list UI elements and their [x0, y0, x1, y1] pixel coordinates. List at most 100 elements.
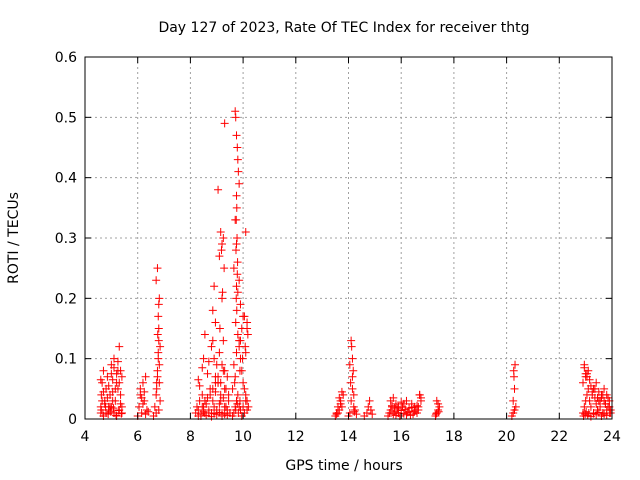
data-point — [604, 393, 613, 402]
data-point — [345, 408, 354, 417]
data-point — [349, 390, 358, 399]
data-point — [154, 336, 163, 345]
data-point — [335, 393, 344, 402]
data-point — [152, 390, 161, 399]
y-tick-label: 0.2 — [55, 291, 77, 307]
data-point — [509, 396, 518, 405]
data-point — [203, 369, 212, 378]
data-point — [235, 276, 244, 285]
data-point — [235, 366, 244, 375]
data-point — [210, 282, 219, 291]
data-point — [214, 378, 223, 387]
data-point — [347, 396, 356, 405]
data-point — [231, 113, 240, 122]
data-point — [332, 410, 341, 419]
data-point — [200, 330, 209, 339]
data-point — [229, 264, 238, 273]
data-point — [598, 390, 607, 399]
data-point — [153, 330, 162, 339]
data-point — [199, 354, 208, 363]
data-point — [144, 407, 153, 416]
data-point — [154, 324, 163, 333]
data-point — [347, 342, 356, 351]
data-points — [96, 107, 615, 421]
data-point — [434, 407, 443, 416]
data-point — [198, 363, 207, 372]
data-point — [113, 384, 122, 393]
data-point — [115, 378, 124, 387]
data-point — [138, 399, 147, 408]
data-point — [600, 384, 609, 393]
data-point — [96, 375, 105, 384]
y-tick-label: 0.1 — [55, 352, 77, 368]
data-point — [220, 384, 229, 393]
data-point — [211, 318, 220, 327]
data-point — [154, 300, 163, 309]
data-point — [233, 288, 242, 297]
data-point — [233, 258, 242, 267]
y-tick-label: 0.4 — [55, 171, 77, 187]
data-point — [241, 390, 250, 399]
x-tick-label: 10 — [234, 429, 252, 445]
data-point — [219, 336, 228, 345]
data-point — [214, 185, 223, 194]
data-point — [108, 387, 117, 396]
y-tick-label: 0.6 — [55, 50, 77, 66]
data-point — [153, 264, 162, 273]
data-point — [601, 399, 610, 408]
data-point — [333, 408, 342, 417]
data-point — [218, 240, 227, 249]
data-point — [215, 348, 224, 357]
data-point — [233, 234, 242, 242]
data-point — [239, 378, 248, 387]
data-point — [223, 372, 232, 381]
x-axis-label: GPS time / hours — [285, 458, 402, 474]
chart-title: Day 127 of 2023, Rate Of TEC Index for r… — [158, 20, 529, 36]
data-point — [348, 372, 357, 381]
data-point — [224, 390, 233, 399]
data-point — [511, 360, 520, 369]
data-point — [113, 357, 122, 366]
data-point — [155, 294, 164, 303]
data-point — [117, 372, 126, 381]
data-point — [232, 240, 241, 249]
data-point — [152, 384, 161, 393]
data-point — [99, 387, 108, 396]
data-point — [208, 306, 217, 315]
data-point — [241, 227, 250, 236]
data-point — [232, 191, 241, 200]
data-point — [584, 408, 593, 417]
data-point — [141, 372, 150, 381]
x-tick-label: 24 — [603, 429, 621, 445]
data-point — [244, 402, 253, 411]
data-point — [596, 396, 605, 405]
data-point — [211, 372, 220, 381]
data-point — [229, 360, 238, 369]
data-point — [194, 375, 203, 384]
data-point — [116, 399, 125, 408]
data-point — [198, 402, 207, 411]
data-point — [233, 143, 242, 152]
data-point — [216, 227, 225, 236]
data-point — [108, 375, 117, 384]
data-point — [232, 203, 241, 212]
data-point — [590, 384, 599, 393]
data-point — [580, 363, 589, 372]
data-point — [510, 384, 519, 393]
y-tick-label: 0 — [68, 412, 77, 428]
data-point — [241, 348, 250, 357]
data-point — [155, 378, 164, 387]
data-point — [243, 330, 252, 339]
data-point — [582, 372, 591, 381]
data-point — [236, 300, 245, 309]
x-tick-label: 16 — [392, 429, 410, 445]
data-point — [239, 312, 248, 321]
x-tick-label: 12 — [287, 429, 305, 445]
data-point — [215, 324, 224, 333]
data-point — [414, 405, 423, 414]
data-point — [434, 399, 443, 408]
data-point — [117, 409, 126, 418]
data-point — [109, 363, 118, 372]
data-point — [228, 384, 237, 393]
